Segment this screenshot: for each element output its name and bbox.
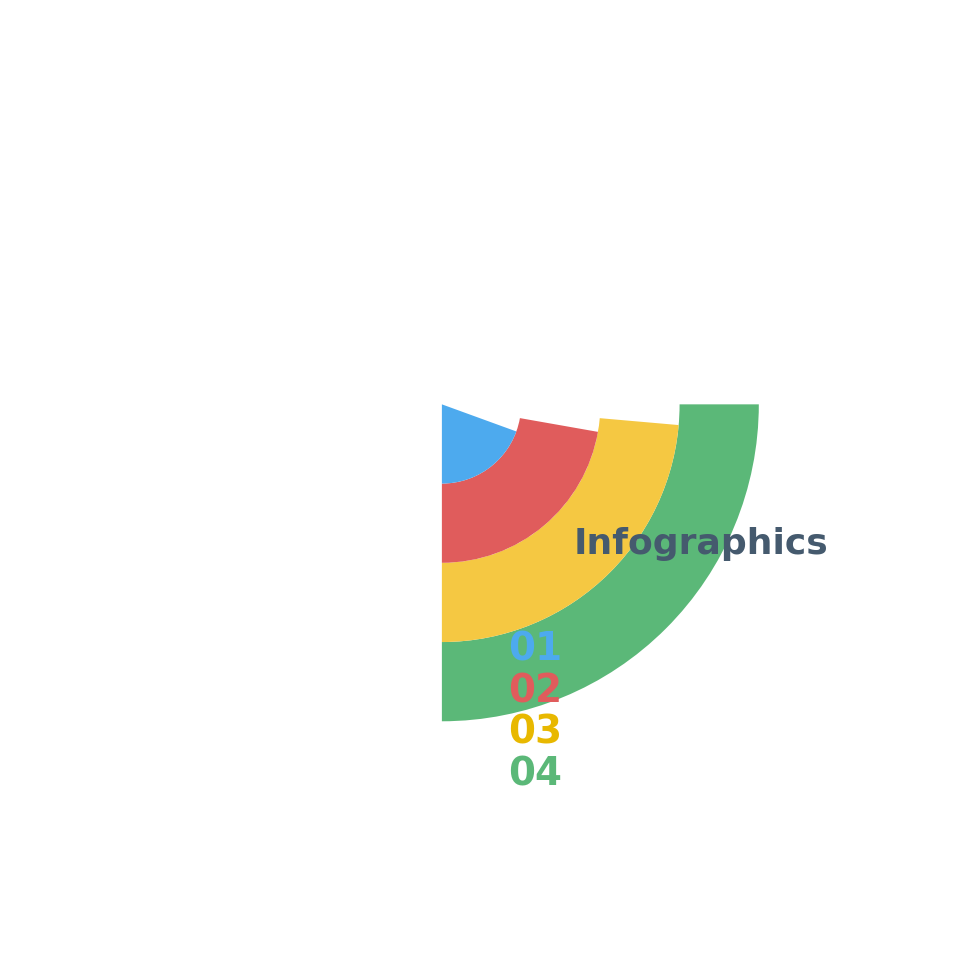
Wedge shape	[442, 418, 679, 642]
Wedge shape	[442, 405, 516, 483]
Text: Infographics: Infographics	[574, 527, 829, 561]
Text: 03: 03	[509, 713, 563, 752]
Wedge shape	[442, 418, 598, 563]
Text: 02: 02	[509, 672, 563, 710]
Wedge shape	[442, 405, 759, 721]
Text: 04: 04	[509, 756, 563, 793]
Text: 01: 01	[509, 630, 563, 668]
